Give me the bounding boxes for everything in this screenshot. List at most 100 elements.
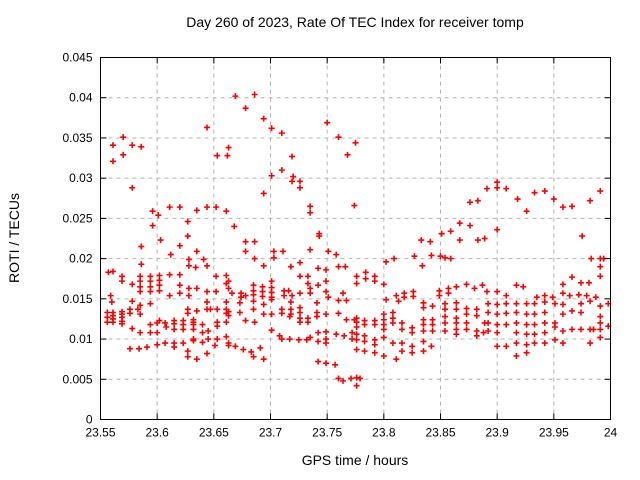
data-point <box>371 341 378 348</box>
data-point <box>587 197 594 204</box>
data-point <box>325 248 332 255</box>
data-point <box>494 184 501 191</box>
data-point <box>429 321 436 328</box>
data-point <box>442 313 449 320</box>
y-tick-label: 0.02 <box>69 252 93 266</box>
data-point <box>473 332 480 339</box>
data-point <box>494 179 501 186</box>
data-point <box>137 288 144 295</box>
data-point <box>559 281 566 288</box>
y-tick-label: 0.045 <box>62 51 92 65</box>
x-axis-label: GPS time / hours <box>301 452 409 468</box>
data-point <box>323 328 330 335</box>
data-point <box>136 345 143 352</box>
data-point <box>333 251 340 258</box>
data-point <box>149 222 156 229</box>
data-point <box>147 329 154 336</box>
data-point <box>597 334 604 341</box>
data-point <box>420 304 427 311</box>
data-point <box>192 264 199 271</box>
data-point <box>485 309 492 316</box>
data-point <box>213 288 220 295</box>
data-point <box>287 263 294 270</box>
data-point <box>391 255 398 262</box>
data-point <box>287 299 294 306</box>
data-point <box>494 343 501 350</box>
y-tick-label: 0.03 <box>69 171 93 185</box>
data-point <box>166 204 173 211</box>
data-point <box>316 233 323 240</box>
data-point <box>353 273 360 280</box>
data-point <box>225 342 232 349</box>
data-point <box>483 185 490 192</box>
data-point <box>240 346 247 353</box>
chart-title: Day 260 of 2023, Rate Of TEC Index for r… <box>186 14 524 30</box>
data-point <box>597 326 604 333</box>
data-point <box>494 226 501 233</box>
data-point <box>199 329 206 336</box>
data-point <box>278 310 285 317</box>
data-point <box>214 306 221 313</box>
data-point <box>494 301 501 308</box>
data-point <box>313 299 320 306</box>
data-point <box>541 309 548 316</box>
data-point <box>353 323 360 330</box>
data-point <box>296 319 303 326</box>
data-point <box>559 301 566 308</box>
data-point <box>447 228 454 235</box>
data-point <box>398 348 405 355</box>
data-point <box>180 326 187 333</box>
data-point <box>224 152 231 159</box>
data-point <box>315 282 322 289</box>
data-point <box>349 336 356 343</box>
data-point <box>559 311 566 318</box>
data-point <box>436 292 443 299</box>
data-point <box>429 303 436 310</box>
data-point <box>296 259 303 266</box>
data-point <box>442 328 449 335</box>
data-point <box>225 144 232 151</box>
data-point <box>579 233 586 240</box>
data-point <box>531 300 538 307</box>
data-point <box>371 321 378 328</box>
data-point <box>442 306 449 313</box>
data-point <box>463 326 470 333</box>
data-point <box>474 197 481 204</box>
data-point <box>225 312 232 319</box>
data-point <box>513 282 520 289</box>
x-tick-label: 23.8 <box>372 426 396 440</box>
data-point <box>296 178 303 185</box>
data-point <box>193 307 200 314</box>
data-point <box>126 345 133 352</box>
data-point <box>494 311 501 318</box>
data-point <box>120 151 127 158</box>
x-tick-label: 23.95 <box>539 426 569 440</box>
data-point <box>260 262 267 269</box>
data-point <box>138 261 145 268</box>
data-point <box>332 361 339 368</box>
data-point <box>176 204 183 211</box>
data-point <box>401 294 408 301</box>
data-point <box>353 280 360 287</box>
data-point <box>268 125 275 132</box>
data-point <box>250 298 257 305</box>
data-point <box>155 212 162 219</box>
x-tick-label: 24 <box>604 426 618 440</box>
data-point <box>105 269 112 276</box>
data-point <box>163 323 170 330</box>
data-point <box>154 329 161 336</box>
data-point <box>223 208 230 215</box>
data-point <box>483 288 490 295</box>
data-point <box>335 375 342 382</box>
data-point <box>513 319 520 326</box>
data-point <box>238 294 245 301</box>
data-point <box>333 331 340 338</box>
data-point <box>184 348 191 355</box>
plot-border <box>100 57 611 420</box>
data-point <box>185 292 192 299</box>
data-point <box>315 338 322 345</box>
data-point <box>109 142 116 149</box>
data-point <box>335 263 342 270</box>
data-point <box>204 262 211 269</box>
data-point <box>236 309 243 316</box>
